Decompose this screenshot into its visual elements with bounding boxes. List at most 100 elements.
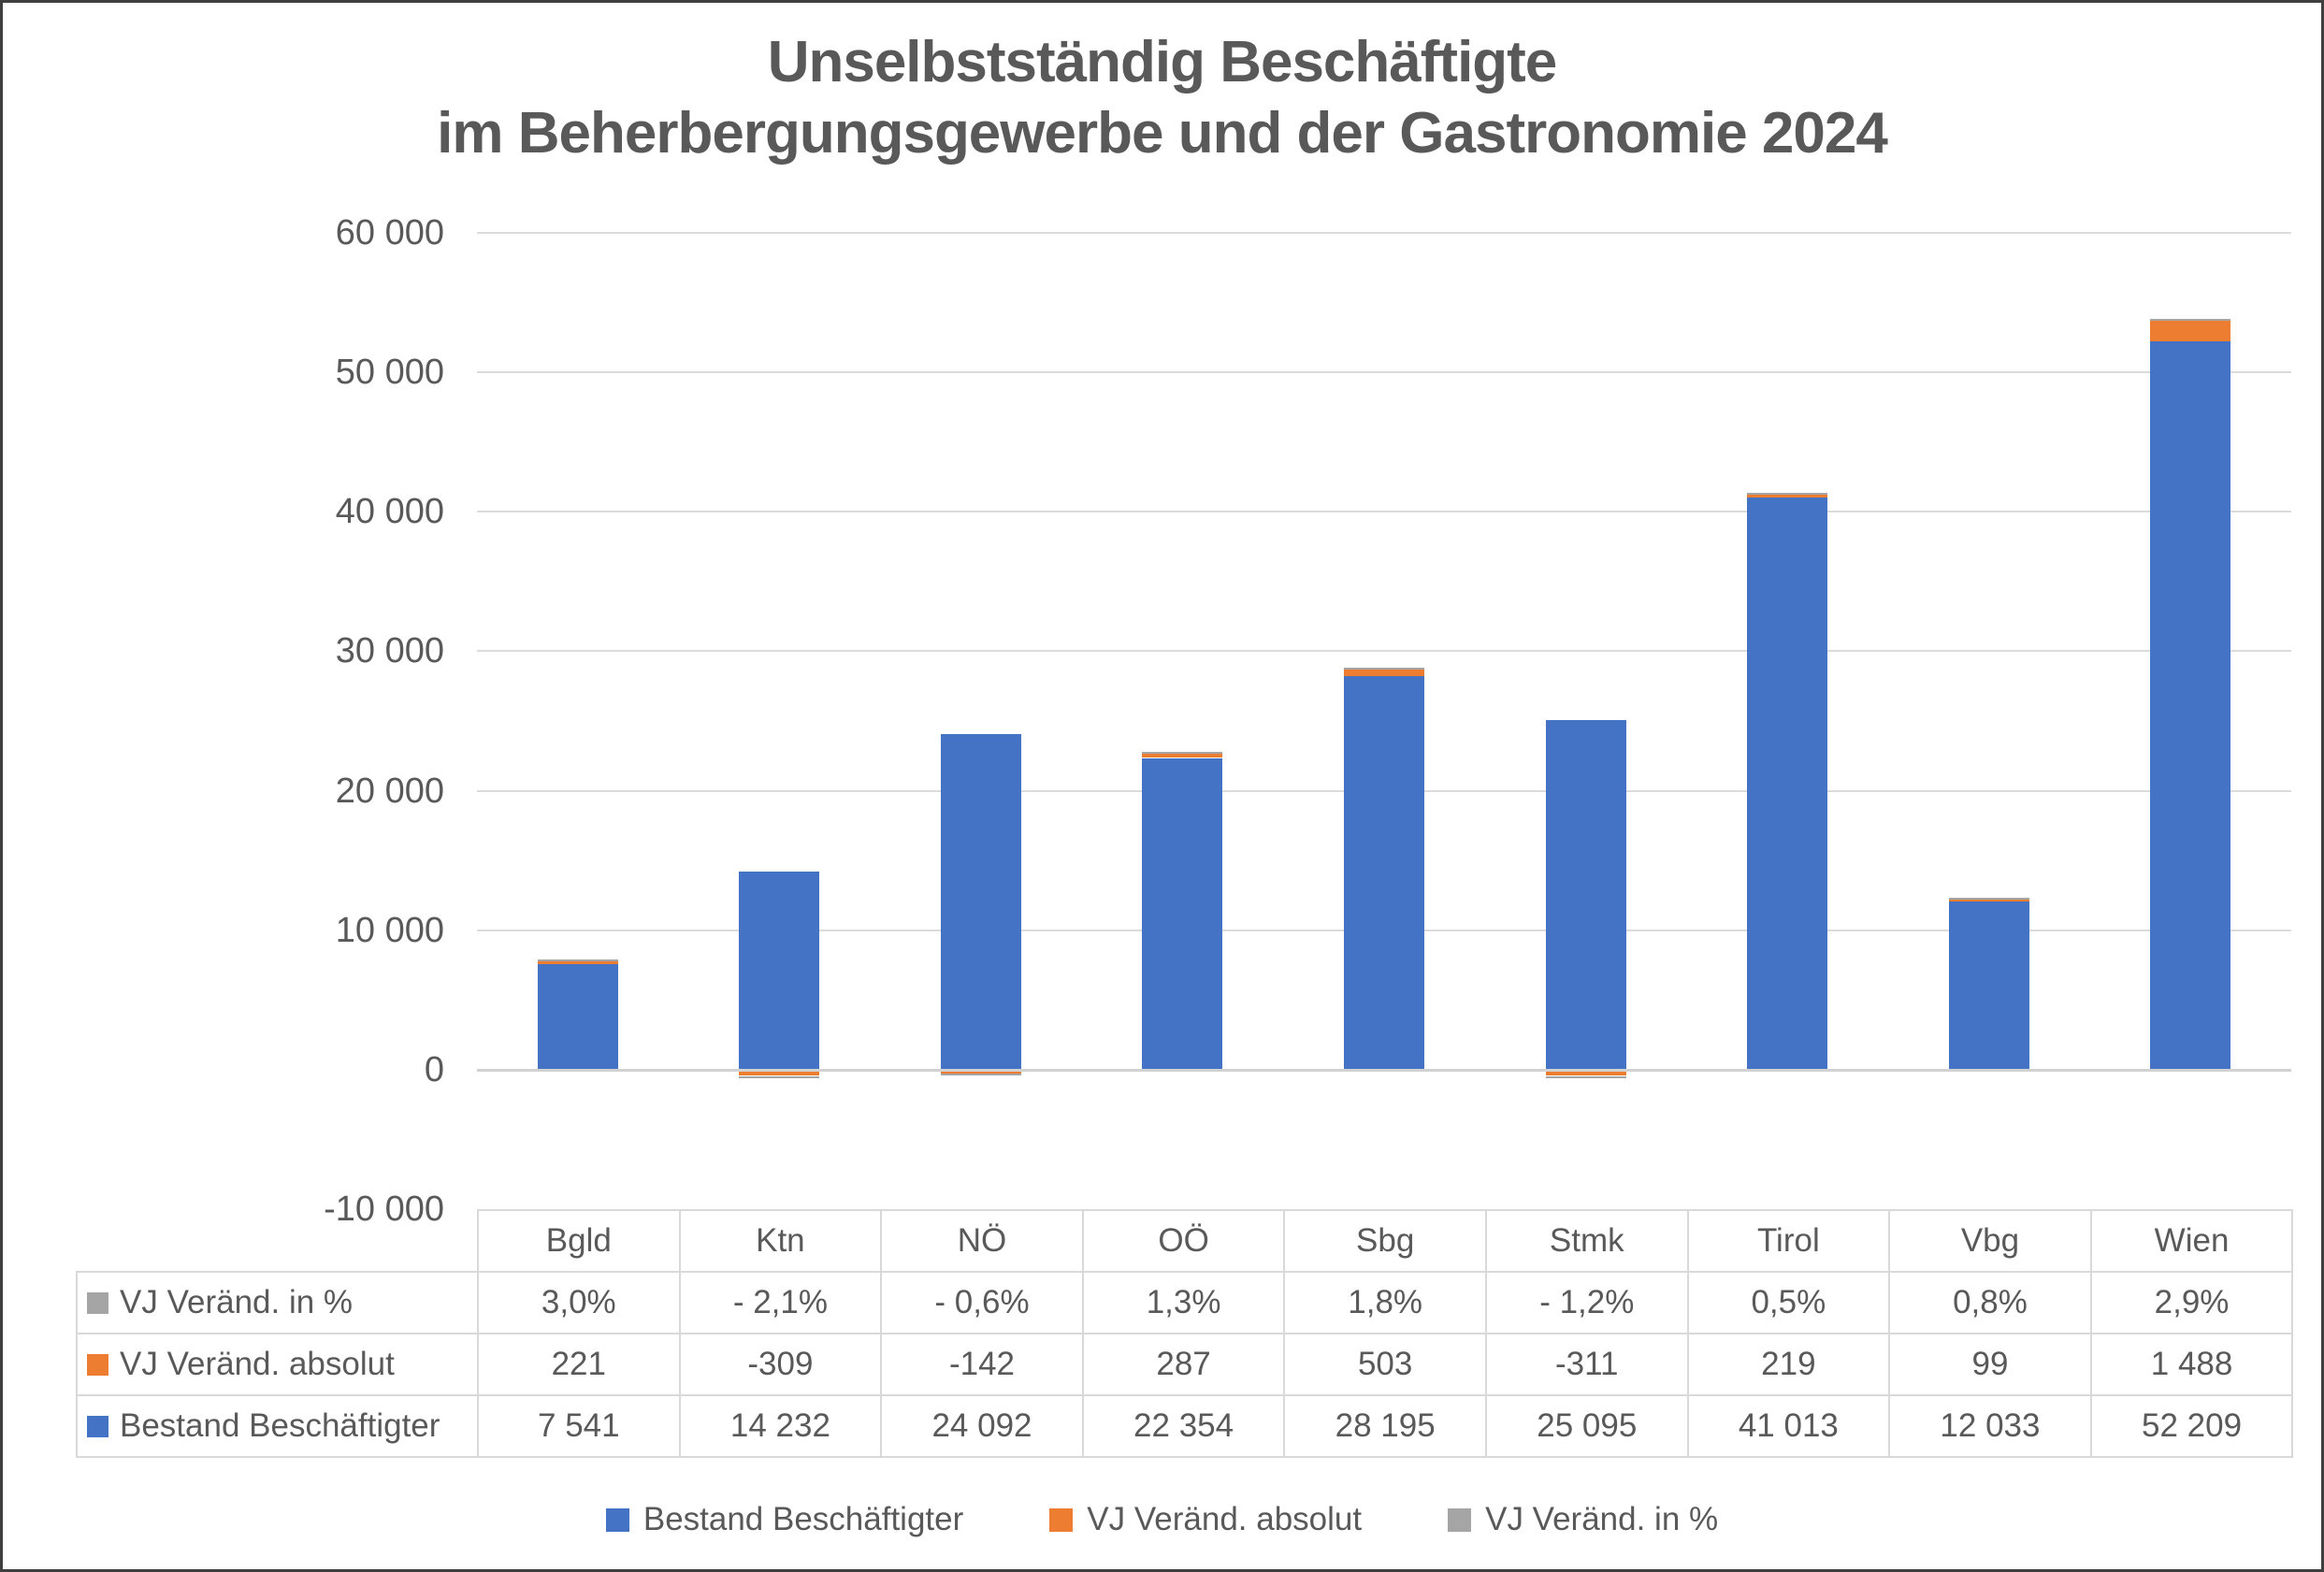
column-header-sbg: Sbg	[1283, 1209, 1487, 1273]
series-key-icon	[87, 1354, 108, 1376]
bar-bestand-oö	[1142, 757, 1223, 1070]
gridline	[477, 511, 2291, 512]
table-cell: 503	[1283, 1333, 1487, 1396]
table-cell: 28 195	[1283, 1394, 1487, 1458]
table-cell: 25 095	[1484, 1394, 1689, 1458]
bar-vj-absolut-sbg	[1344, 669, 1424, 677]
bar-vj-prozent-tirol	[1747, 492, 1828, 495]
column-header-tirol: Tirol	[1686, 1209, 1891, 1273]
legend: Bestand Beschäftigter VJ Veränd. absolut V…	[3, 1495, 2321, 1544]
y-tick-label: 60 000	[335, 213, 444, 252]
table-cell: 41 013	[1686, 1394, 1891, 1458]
gridline	[477, 371, 2291, 373]
legend-item-bestand-beschäftigter: Bestand Beschäftigter	[605, 1501, 964, 1538]
legend-swatch-icon	[1448, 1507, 1472, 1532]
bar-vj-prozent-ktn	[739, 1075, 820, 1078]
table-cell: 1 488	[2089, 1333, 2294, 1396]
table-header: Bgld Ktn NÖ OÖ Sbg Stmk Tirol Vbg Wien	[77, 1209, 2294, 1273]
column-header-vbg: Vbg	[1888, 1209, 2092, 1273]
row-label-text: VJ Veränd. absolut	[120, 1346, 395, 1382]
row-label-cell: VJ Veränd. in %	[76, 1271, 479, 1334]
y-tick-label: 0	[424, 1050, 444, 1089]
table-row: VJ Veränd. in % 3,0% - 2,1% - 0,6% 1,3% 1,8% -…	[76, 1271, 2294, 1334]
column-header-ktn: Ktn	[678, 1209, 883, 1273]
row-label-cell: Bestand Beschäftigter	[76, 1394, 479, 1458]
legend-swatch-icon	[1049, 1507, 1074, 1532]
table-cell: - 0,6%	[880, 1271, 1084, 1334]
column-header-stmk: Stmk	[1484, 1209, 1689, 1273]
bar-vj-prozent-sbg	[1344, 667, 1424, 670]
bar-vj-absolut-bgld	[537, 961, 618, 965]
table-row: VJ Veränd. absolut 221 -309 -142 287 503 -311 2…	[76, 1333, 2294, 1396]
bar-bestand-ktn	[739, 871, 820, 1070]
row-label-text: Bestand Beschäftigter	[120, 1407, 440, 1444]
table-cell: 1,3%	[1081, 1271, 1286, 1334]
table-cell: -309	[678, 1333, 883, 1396]
bar-vj-absolut-nö	[940, 1071, 1021, 1074]
table-cell: 24 092	[880, 1394, 1084, 1458]
bar-vj-prozent-bgld	[537, 959, 618, 962]
table-cell: - 2,1%	[678, 1271, 883, 1334]
bar-bestand-stmk	[1545, 719, 1626, 1070]
bar-bestand-vbg	[1948, 901, 2029, 1070]
bar-vj-absolut-tirol	[1747, 494, 1828, 498]
bar-vj-prozent-wien	[2150, 319, 2231, 321]
table-cell: 0,5%	[1686, 1271, 1891, 1334]
bar-vj-absolut-stmk	[1545, 1071, 1626, 1076]
column-header-bgld: Bgld	[477, 1209, 681, 1273]
x-axis-line	[477, 1069, 2291, 1072]
legend-item-vj-veränd-in-%: VJ Veränd. in %	[1448, 1501, 1718, 1538]
plot-area	[3, 3, 2321, 1569]
bar-vj-absolut-wien	[2150, 321, 2231, 342]
bar-bestand-bgld	[537, 964, 618, 1070]
table-cell: 287	[1081, 1333, 1286, 1396]
table-cell: 12 033	[1888, 1394, 2092, 1458]
table-cell: 221	[477, 1333, 681, 1396]
gridline	[477, 232, 2291, 234]
table-cell: 2,9%	[2089, 1271, 2294, 1334]
bar-vj-absolut-oö	[1142, 754, 1223, 758]
table-cell: - 1,2%	[1484, 1271, 1689, 1334]
gridline	[477, 650, 2291, 652]
legend-item-vj-veränd-absolut: VJ Veränd. absolut	[1049, 1501, 1362, 1538]
chart-title: Unselbstständig Beschäftigte im Beherber…	[3, 27, 2321, 169]
table-cell: 7 541	[477, 1394, 681, 1458]
column-header-wien: Wien	[2089, 1209, 2294, 1273]
table-cell: 3,0%	[477, 1271, 681, 1334]
y-tick-label: 10 000	[335, 911, 444, 950]
legend-swatch-icon	[605, 1507, 629, 1532]
chart-title-line1: Unselbstständig Beschäftigte	[767, 30, 1558, 94]
bar-bestand-tirol	[1747, 498, 1828, 1070]
data-table: Bgld Ktn NÖ OÖ Sbg Stmk Tirol Vbg Wien VJ Veränd…	[76, 1209, 2294, 1458]
y-tick-label: 20 000	[335, 772, 444, 811]
row-label-cell: VJ Veränd. absolut	[76, 1333, 479, 1396]
table-row: Bestand Beschäftigter 7 541 14 232 24 092 22…	[76, 1394, 2294, 1458]
column-header-oö: OÖ	[1081, 1209, 1286, 1273]
bar-vj-prozent-oö	[1142, 752, 1223, 755]
bar-vj-absolut-ktn	[739, 1071, 820, 1076]
table-body: VJ Veränd. in % 3,0% - 2,1% - 0,6% 1,3% 1,8% -…	[76, 1271, 2294, 1458]
table-cell: 99	[1888, 1333, 2092, 1396]
table-cell: -142	[880, 1333, 1084, 1396]
table-cell: -311	[1484, 1333, 1689, 1396]
row-label-text: VJ Veränd. in %	[120, 1284, 354, 1320]
series-key-icon	[87, 1416, 108, 1437]
legend-item-label: VJ Veränd. in %	[1485, 1501, 1719, 1537]
y-tick-label: -10 000	[324, 1190, 444, 1229]
legend-item-label: Bestand Beschäftigter	[642, 1501, 964, 1537]
y-axis: 60 000 50 000 40 000 30 000 20 000 10 000 0 -10…	[3, 3, 2321, 1569]
table-cell: 219	[1686, 1333, 1891, 1396]
table-cell: 14 232	[678, 1394, 883, 1458]
y-tick-label: 40 000	[335, 492, 444, 531]
table-cell: 1,8%	[1283, 1271, 1487, 1334]
bar-bestand-sbg	[1344, 676, 1424, 1070]
column-header-nö: NÖ	[880, 1209, 1084, 1273]
bar-vj-prozent-stmk	[1545, 1075, 1626, 1078]
table-cell: 0,8%	[1888, 1271, 2092, 1334]
bar-bestand-wien	[2150, 341, 2231, 1070]
series-key-icon	[87, 1292, 108, 1314]
y-tick-label: 30 000	[335, 631, 444, 671]
table-cell: 52 209	[2089, 1394, 2294, 1458]
chart-title-line2: im Beherbergungsgewerbe und der Gastrono…	[437, 101, 1888, 166]
